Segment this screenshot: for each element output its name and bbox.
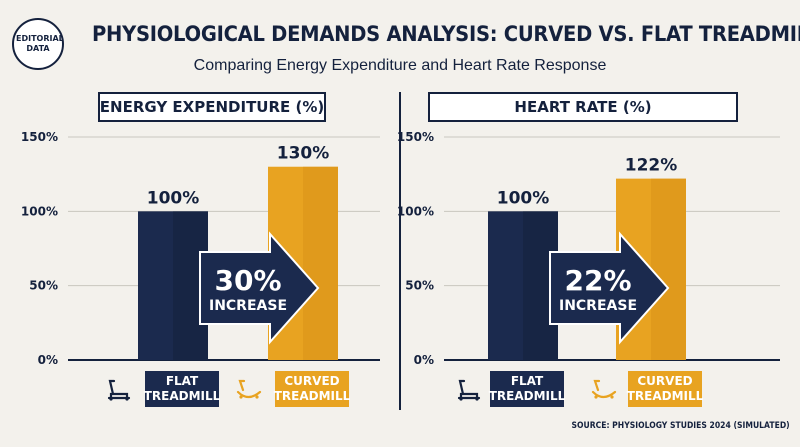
y-tick-label: 150% [21,130,58,144]
increase-value: 30% [214,264,281,297]
bar-shade [303,166,338,360]
source-note: SOURCE: PHYSIOLOGY STUDIES 2024 (SIMULAT… [571,421,790,431]
energy-expenditure-panel: ENERGY EXPENDITURE (%) 0% 50% 100% 150% 100%… [10,92,380,412]
legend-curved-treadmill: CURVED TREADMILL [627,371,703,407]
y-tick-label: 0% [414,353,434,367]
energy-expenditure-chart: 0% 50% 100% 150% 100% 130% 30%INCREASE [21,130,380,367]
y-tick-label: 100% [21,204,58,218]
legend-flat-treadmill: FLAT TREADMILL [489,371,565,407]
increase-value: 22% [564,264,631,297]
data-label: 122% [625,156,678,176]
panel-divider [399,92,401,410]
data-label: 100% [497,188,550,208]
y-tick-label: 50% [29,279,58,293]
heart-rate-panel: HEART RATE (%) 0% 50% 100% 150% 100% 122% 22% I… [397,92,780,412]
curved-treadmill-icon [235,378,263,402]
y-tick-label: 50% [405,279,434,293]
increase-label: INCREASE [559,298,637,314]
y-tick-label: 100% [397,204,434,218]
page-title: PHYSIOLOGICAL DEMANDS ANALYSIS: CURVED V… [92,22,800,46]
y-tick-label: 0% [38,353,58,367]
y-tick-label: 150% [397,130,434,144]
treadmill-icon [105,378,133,402]
editorial-data-badge: EDITORIAL DATA [12,18,64,70]
treadmill-icon [455,378,483,402]
increase-label: INCREASE [209,298,287,314]
heart-rate-chart: 0% 50% 100% 150% 100% 122% 22%INCREASE [397,130,780,367]
data-label: 100% [147,188,200,208]
legend-curved-treadmill: CURVED TREADMILL [274,371,350,407]
chart-title: HEART RATE (%) [428,92,738,122]
curved-treadmill-icon [590,378,618,402]
increase-arrow [199,231,320,345]
increase-arrow [549,231,670,345]
legend-flat-treadmill: FLAT TREADMILL [144,371,220,407]
bar-shade [651,178,686,360]
chart-title: ENERGY EXPENDITURE (%) [98,92,326,122]
page-subtitle: Comparing Energy Expenditure and Heart R… [193,57,607,74]
data-label: 130% [277,144,330,164]
